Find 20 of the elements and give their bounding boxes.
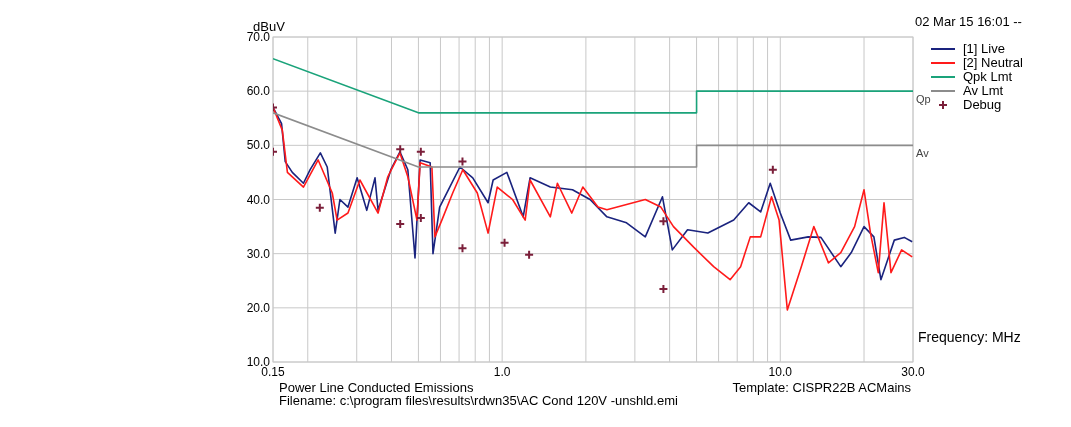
legend-label: [2] Neutral xyxy=(963,55,1024,70)
legend-label: Av Lmt xyxy=(963,83,1004,98)
y-tick-label: 30.0 xyxy=(246,246,271,261)
text: Filename: c:\program files\results\rdwn35\AC Cond 120V -unshld.emi xyxy=(279,393,678,408)
y-tick-label: 50.0 xyxy=(246,138,271,153)
x-tick-label: 10.0 xyxy=(768,365,793,379)
x-tick-label: 30.0 xyxy=(901,365,925,379)
y-tick-label: 20.0 xyxy=(246,300,271,315)
annotation: Av xyxy=(916,147,930,160)
y-tick-label: 40.0 xyxy=(246,192,271,207)
annotation: Qp xyxy=(916,93,931,106)
text: 02 Mar 15 16:01 -- xyxy=(915,14,1022,29)
legend-label: Qpk Lmt xyxy=(963,69,1013,84)
x-axis-title: Frequency: MHz xyxy=(918,329,1021,345)
x-tick-label: 1.0 xyxy=(493,365,511,379)
text: Power Line Conducted Emissions xyxy=(279,380,474,395)
y-tick-label: 60.0 xyxy=(246,84,271,99)
text: Template: CISPR22B ACMains xyxy=(732,380,912,395)
legend-label: [1] Live xyxy=(963,41,1005,56)
legend-label: Debug xyxy=(963,97,1002,112)
